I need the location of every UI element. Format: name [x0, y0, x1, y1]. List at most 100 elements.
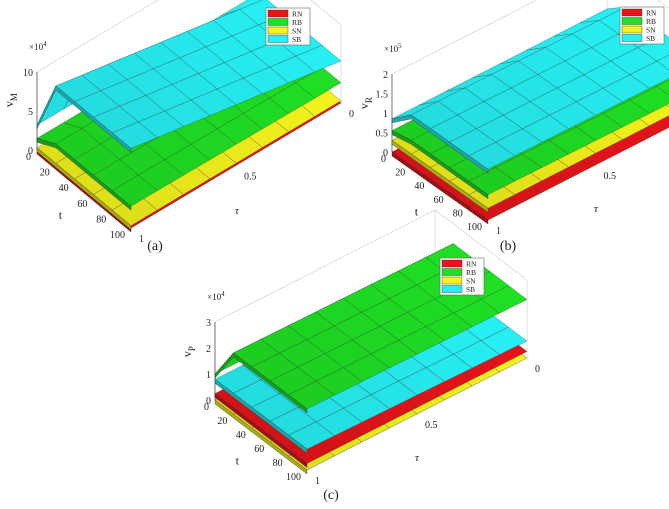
- legend-label-sn: SN: [646, 26, 656, 35]
- z-exponent-label: ×104: [207, 290, 225, 302]
- z-axis-label-base: v: [357, 103, 371, 109]
- x-tick-label: 40: [236, 430, 246, 441]
- x-tick-label: 100: [467, 222, 482, 233]
- y-axis-label: τ: [415, 452, 420, 464]
- y-axis-ticks: 10.50: [315, 364, 540, 487]
- x-axis-label: t: [236, 454, 240, 468]
- legend-label-rn: RN: [292, 10, 303, 19]
- x-axis-label: t: [415, 204, 419, 218]
- y-tick-label: 0: [349, 109, 354, 120]
- surface-edge: [391, 114, 489, 174]
- z-axis-ticks: 0 0.5 1 1.5 2: [376, 70, 389, 159]
- z-tick-label: 0.5: [376, 129, 389, 140]
- z-axis-label: vM: [2, 93, 19, 107]
- z-tick-label: 0: [383, 148, 388, 159]
- back-edge: [391, 0, 538, 75]
- surface-cell: [656, 54, 669, 70]
- z-exponent-base: ×10: [207, 292, 222, 302]
- legend-swatch-rn: [621, 8, 643, 17]
- z-axis-label: vR: [357, 97, 374, 109]
- z-axis-label-subscript: M: [9, 93, 19, 101]
- z-axis-label: vP: [180, 346, 197, 357]
- x-tick-label: 60: [77, 199, 87, 210]
- y-tick-label: 1: [496, 226, 501, 237]
- z-axis-label-subscript: R: [364, 97, 374, 103]
- z-tick-label: 1: [383, 109, 388, 120]
- z-tick-label: 2: [383, 70, 388, 81]
- z-axis-label-base: v: [2, 101, 16, 107]
- legend-label-rb: RB: [466, 268, 476, 277]
- z-axis-ticks: 0 1 2 3: [206, 318, 211, 407]
- z-tick-label: 10: [23, 68, 33, 79]
- y-axis-label: τ: [235, 205, 240, 217]
- back-edge: [214, 209, 436, 323]
- z-tick-label: 0: [206, 396, 211, 407]
- z-tick-label: 1.5: [376, 90, 389, 101]
- panel-b: 0 20 40 60 80 100 t 10.50τ 0 0.5 1 1.5 2 vR ×105 RNRBSN…: [357, 0, 669, 237]
- legend-label-rb: RB: [292, 18, 302, 27]
- legend-label-rb: RB: [646, 17, 656, 26]
- legend-swatch-sb: [441, 285, 463, 293]
- legend-swatch-sb: [267, 35, 289, 43]
- x-tick-label: 80: [96, 214, 106, 225]
- z-axis-label-base: v: [180, 351, 194, 357]
- z-axis-label-subscript: P: [187, 346, 197, 351]
- surface-sb: [391, 6, 669, 174]
- legend-label-sn: SN: [466, 277, 476, 286]
- x-tick-label: 20: [40, 168, 50, 179]
- back-edge: [310, 0, 342, 26]
- subfigure-label-c: (c): [323, 488, 339, 503]
- legend-swatch-rb: [621, 17, 643, 25]
- surface-edge: [391, 151, 489, 225]
- z-axis-ticks: 0 5 10: [23, 68, 33, 157]
- z-tick-label: 5: [28, 107, 33, 118]
- subfigure-label-b: (b): [500, 239, 517, 254]
- x-tick-label: 80: [453, 208, 463, 219]
- legend-label-rn: RN: [646, 9, 657, 18]
- legend-label-rn: RN: [466, 260, 477, 269]
- y-axis-ticks: 10.50: [496, 171, 617, 237]
- z-exponent-label: ×104: [29, 40, 47, 52]
- legend-swatch-sb: [621, 34, 643, 42]
- y-axis-ticks: 10.50: [139, 109, 354, 245]
- y-tick-label: 0.5: [604, 171, 617, 182]
- x-axis-label: t: [59, 208, 63, 222]
- legend-swatch-sn: [441, 276, 463, 285]
- z-exponent-base: ×10: [384, 44, 399, 54]
- x-tick-label: 60: [254, 444, 264, 455]
- legend-swatch-rn: [441, 259, 463, 268]
- surface-edge: [36, 138, 132, 211]
- z-tick-label: 0: [28, 146, 33, 157]
- legend-swatch-sn: [267, 26, 289, 35]
- legend-label-sb: SB: [646, 34, 655, 43]
- z-exponent-label: ×105: [384, 42, 402, 54]
- back-edge: [434, 209, 528, 281]
- surface-edge: [391, 139, 489, 213]
- z-exponent-power: 4: [221, 290, 225, 298]
- z-tick-label: 1: [206, 370, 211, 381]
- surface-edge: [214, 399, 308, 475]
- surface-rb: [214, 243, 528, 414]
- y-axis-label: τ: [594, 203, 599, 215]
- x-tick-label: 40: [59, 183, 69, 194]
- legend-swatch-rn: [267, 9, 289, 18]
- legend-swatch-rb: [267, 18, 289, 26]
- legend-label-sb: SB: [292, 35, 301, 44]
- legend-swatch-sn: [621, 25, 643, 34]
- z-tick-label: 2: [206, 344, 211, 355]
- subfigure-label-a: (a): [147, 239, 163, 254]
- back-edge: [36, 0, 159, 73]
- surface-edge: [214, 378, 308, 454]
- z-exponent-power: 4: [43, 40, 47, 48]
- x-tick-label: 0: [26, 152, 31, 163]
- x-tick-label: 20: [217, 416, 227, 427]
